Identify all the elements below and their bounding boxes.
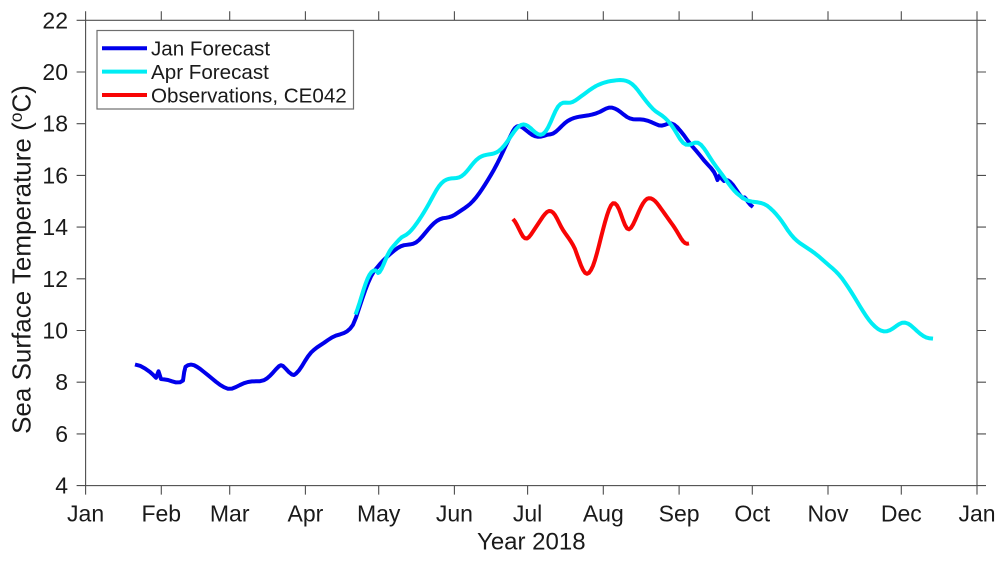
svg-text:4: 4 (55, 473, 68, 499)
svg-text:Sea Surface Temperature (oC): Sea Surface Temperature (oC) (6, 85, 37, 434)
svg-text:Aug: Aug (583, 501, 624, 527)
svg-text:Year 2018: Year 2018 (477, 529, 586, 556)
svg-text:16: 16 (42, 162, 68, 188)
svg-text:Apr Forecast: Apr Forecast (151, 61, 269, 84)
svg-text:Dec: Dec (881, 501, 922, 527)
svg-text:Oct: Oct (734, 501, 770, 527)
svg-text:20: 20 (42, 59, 68, 85)
svg-text:Apr: Apr (288, 501, 324, 527)
svg-text:12: 12 (42, 266, 68, 292)
svg-text:Feb: Feb (141, 501, 181, 527)
svg-text:Mar: Mar (210, 501, 250, 527)
svg-text:May: May (357, 501, 401, 527)
svg-text:10: 10 (42, 318, 68, 344)
svg-text:Nov: Nov (808, 501, 849, 527)
svg-text:22: 22 (42, 7, 68, 33)
svg-text:Observations, CE042: Observations, CE042 (151, 84, 347, 107)
svg-text:8: 8 (55, 369, 68, 395)
svg-text:14: 14 (42, 214, 68, 240)
svg-text:18: 18 (42, 111, 68, 137)
svg-text:Jan: Jan (67, 501, 104, 527)
svg-text:Jan: Jan (958, 501, 995, 527)
svg-text:Jun: Jun (436, 501, 473, 527)
svg-text:Jul: Jul (513, 501, 542, 527)
svg-text:Sep: Sep (659, 501, 700, 527)
svg-text:6: 6 (55, 421, 68, 447)
svg-text:Jan Forecast: Jan Forecast (151, 38, 270, 61)
